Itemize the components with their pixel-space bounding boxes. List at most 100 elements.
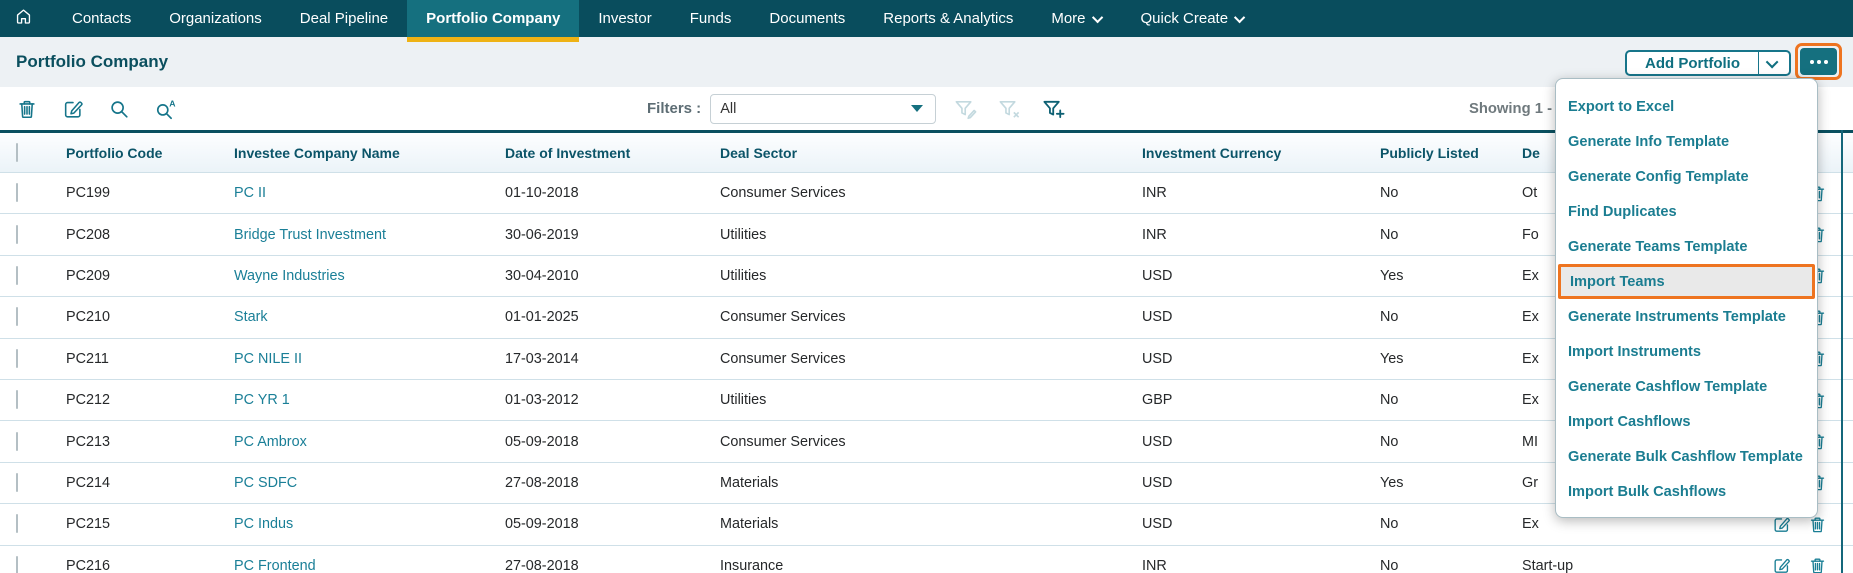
- investee-company-link[interactable]: PC Ambrox: [234, 433, 307, 450]
- nav-item-deal-pipeline[interactable]: Deal Pipeline: [281, 0, 407, 37]
- row-checkbox[interactable]: [16, 472, 18, 492]
- investment-currency: USD: [1142, 309, 1173, 326]
- row-checkbox[interactable]: [16, 555, 18, 573]
- top-navigation-bar: Contacts Organizations Deal Pipeline Portfo…: [0, 0, 1853, 42]
- menu-item-generate-config-template[interactable]: Generate Config Template: [1568, 168, 1749, 185]
- nav-item-quick-create[interactable]: Quick Create: [1122, 0, 1265, 37]
- select-all-checkbox[interactable]: [16, 142, 18, 162]
- publicly-listed: Yes: [1380, 267, 1404, 284]
- portfolio-code: PC214: [66, 474, 111, 491]
- home-button[interactable]: [0, 0, 53, 37]
- add-portfolio-button[interactable]: Add Portfolio: [1627, 52, 1759, 74]
- more-actions-button[interactable]: [1800, 48, 1837, 75]
- portfolio-table: Portfolio Code Investee Company Name Date …: [0, 130, 1853, 573]
- menu-item-import-cashflows[interactable]: Import Cashflows: [1568, 413, 1691, 430]
- investee-company-link[interactable]: PC Frontend: [234, 557, 316, 573]
- portfolio-code: PC209: [66, 267, 111, 284]
- menu-item-generate-instruments-template[interactable]: Generate Instruments Template: [1568, 308, 1786, 325]
- portfolio-code: PC216: [66, 557, 111, 573]
- investee-company-link[interactable]: PC NILE II: [234, 350, 302, 367]
- row-delete-icon[interactable]: [1808, 556, 1827, 573]
- nav-item-organizations[interactable]: Organizations: [150, 0, 281, 37]
- deal-sector: Consumer Services: [720, 309, 846, 326]
- menu-item-import-teams[interactable]: Import Teams: [1558, 264, 1815, 299]
- row-checkbox[interactable]: [16, 390, 18, 410]
- portfolio-code: PC215: [66, 516, 111, 533]
- showing-count-text: Showing 1 -: [1468, 100, 1552, 117]
- row-checkbox[interactable]: [16, 183, 18, 203]
- investee-company-link[interactable]: PC II: [234, 185, 266, 202]
- menu-item-export-to-excel[interactable]: Export to Excel: [1568, 98, 1675, 115]
- delete-icon[interactable]: [16, 98, 38, 120]
- pinned-column-divider: [1841, 130, 1843, 573]
- advanced-search-icon[interactable]: A: [154, 98, 178, 120]
- investee-company-link[interactable]: Stark: [234, 309, 268, 326]
- investment-currency: USD: [1142, 267, 1173, 284]
- investment-currency: INR: [1142, 557, 1167, 573]
- table-body: PC199 PC II 01-10-2018 Consumer Services INR…: [0, 173, 1853, 573]
- add-portfolio-dropdown-toggle[interactable]: [1759, 52, 1789, 74]
- filters-dropdown[interactable]: All: [710, 93, 937, 124]
- row-checkbox[interactable]: [16, 265, 18, 285]
- nav-item-label: Deal Pipeline: [299, 10, 389, 27]
- menu-item-find-duplicates[interactable]: Find Duplicates: [1568, 203, 1677, 220]
- publicly-listed: No: [1380, 516, 1399, 533]
- deal-sector: Materials: [720, 474, 779, 491]
- nav-item-more[interactable]: More: [1032, 0, 1121, 37]
- menu-item-generate-info-template[interactable]: Generate Info Template: [1568, 133, 1730, 150]
- investee-company-link[interactable]: PC SDFC: [234, 474, 298, 491]
- edit-icon[interactable]: [62, 98, 84, 120]
- nav-item-label: Documents: [769, 10, 846, 27]
- portfolio-code: PC208: [66, 226, 111, 243]
- nav-item-contacts[interactable]: Contacts: [53, 0, 150, 37]
- page-title: Portfolio Company: [16, 52, 169, 71]
- investee-company-link[interactable]: Wayne Industries: [234, 267, 345, 284]
- investee-company-link[interactable]: PC Indus: [234, 516, 294, 533]
- chevron-down-icon: [1766, 55, 1779, 68]
- row-checkbox[interactable]: [16, 431, 18, 451]
- filter-edit-icon[interactable]: [953, 97, 978, 121]
- nav-item-funds[interactable]: Funds: [671, 0, 751, 37]
- publicly-listed: No: [1380, 226, 1399, 243]
- portfolio-code: PC199: [66, 185, 111, 202]
- table-row-pc214: PC214 PC SDFC 27-08-2018 Materials USD Yes Gr: [0, 462, 1853, 505]
- table-row-pc212: PC212 PC YR 1 01-03-2012 Utilities GBP No Ex: [0, 379, 1853, 422]
- publicly-listed: No: [1380, 433, 1399, 450]
- nav-item-reports-analytics[interactable]: Reports & Analytics: [864, 0, 1032, 37]
- deal-stage: Ex: [1522, 516, 1539, 533]
- row-edit-icon[interactable]: [1772, 515, 1791, 534]
- nav-item-portfolio-company[interactable]: Portfolio Company: [407, 0, 580, 42]
- investment-currency: USD: [1142, 433, 1173, 450]
- deal-stage: Ex: [1522, 309, 1539, 326]
- menu-item-generate-teams-template[interactable]: Generate Teams Template: [1568, 238, 1748, 255]
- filters-label: Filters :: [647, 100, 702, 117]
- row-edit-icon[interactable]: [1772, 556, 1791, 573]
- row-delete-icon[interactable]: [1808, 515, 1827, 534]
- deal-sector: Materials: [720, 516, 779, 533]
- row-checkbox[interactable]: [16, 307, 18, 327]
- row-checkbox[interactable]: [16, 348, 18, 368]
- publicly-listed: No: [1380, 392, 1399, 409]
- investment-currency: INR: [1142, 226, 1167, 243]
- nav-item-investor[interactable]: Investor: [579, 0, 670, 37]
- filter-add-icon[interactable]: [1041, 97, 1066, 121]
- investment-currency: USD: [1142, 516, 1173, 533]
- date-of-investment: 01-10-2018: [505, 185, 579, 202]
- nav-item-documents[interactable]: Documents: [750, 0, 864, 37]
- investee-company-link[interactable]: PC YR 1: [234, 392, 290, 409]
- date-of-investment: 01-01-2025: [505, 309, 579, 326]
- filter-clear-icon[interactable]: [997, 97, 1022, 121]
- investee-company-link[interactable]: Bridge Trust Investment: [234, 226, 386, 243]
- search-icon[interactable]: [108, 98, 130, 120]
- column-header-date-of-investment: Date of Investment: [505, 144, 631, 161]
- date-of-investment: 05-09-2018: [505, 433, 579, 450]
- row-checkbox[interactable]: [16, 224, 18, 244]
- deal-stage: Ot: [1522, 185, 1538, 202]
- row-checkbox[interactable]: [16, 514, 18, 534]
- menu-item-generate-cashflow-template[interactable]: Generate Cashflow Template: [1568, 378, 1768, 395]
- menu-item-generate-bulk-cashflow-template[interactable]: Generate Bulk Cashflow Template: [1568, 448, 1803, 465]
- add-portfolio-split-button[interactable]: Add Portfolio: [1625, 50, 1791, 76]
- menu-item-import-instruments[interactable]: Import Instruments: [1568, 343, 1701, 360]
- deal-sector: Insurance: [720, 557, 784, 573]
- menu-item-import-bulk-cashflows[interactable]: Import Bulk Cashflows: [1568, 483, 1727, 500]
